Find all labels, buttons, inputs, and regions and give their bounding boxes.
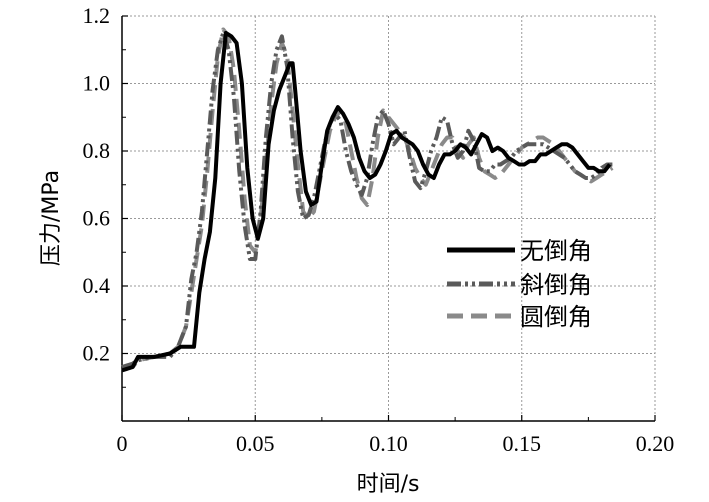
legend-label-1: 斜倒角 (520, 271, 592, 299)
legend-label-0: 无倒角 (520, 237, 592, 265)
grid (122, 15, 656, 421)
series-line-1 (121, 30, 613, 369)
legend-label-2: 圆倒角 (520, 303, 592, 331)
y-tick-label: 1.0 (83, 71, 111, 96)
series-line-0 (121, 30, 612, 373)
x-tick-label: 0.05 (236, 431, 275, 456)
x-tick-label: 0.20 (636, 431, 675, 456)
y-tick-label: 0.2 (83, 341, 111, 366)
y-tick-label: 0.8 (83, 138, 111, 163)
y-tick-label: 0.4 (83, 273, 111, 298)
x-axis-title: 时间/s (357, 472, 420, 497)
y-axis-title: 压力/MPa (39, 170, 64, 266)
x-tick-label: 0 (117, 431, 128, 456)
y-ticks: 0.2 0.4 0.6 0.8 1.0 1.2 (83, 3, 128, 388)
y-tick-label: 0.6 (83, 206, 111, 231)
x-tick-label: 0.10 (369, 431, 408, 456)
x-ticks: 0 0.05 0.10 0.15 0.20 (117, 415, 675, 456)
y-tick-label: 1.2 (83, 3, 111, 28)
series-layer (121, 27, 614, 373)
legend: 无倒角 斜倒角 圆倒角 (447, 237, 592, 331)
series-line-2 (121, 27, 614, 373)
x-tick-label: 0.15 (503, 431, 542, 456)
